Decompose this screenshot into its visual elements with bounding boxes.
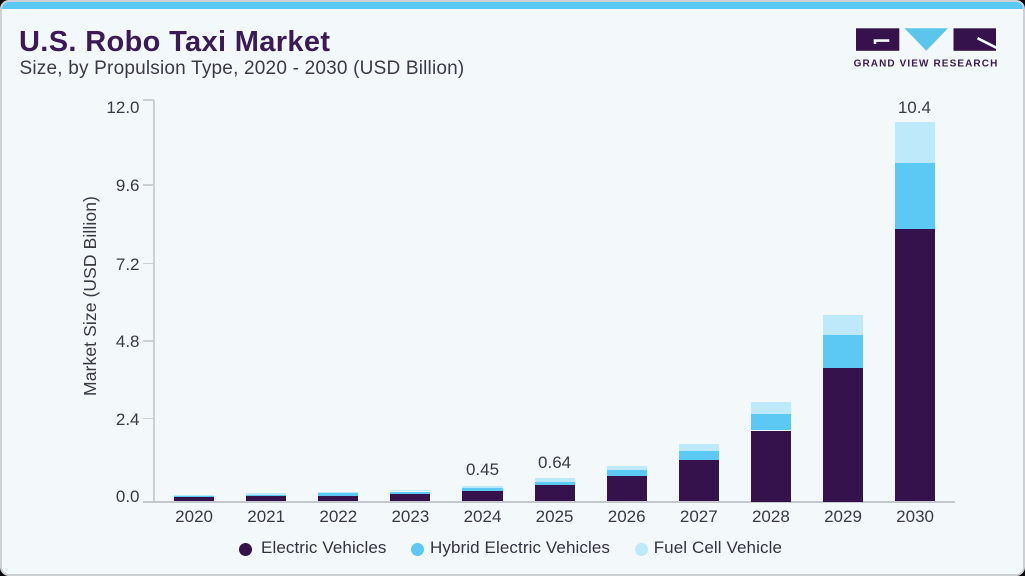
svg-text:GRAND VIEW RESEARCH: GRAND VIEW RESEARCH	[854, 59, 999, 70]
